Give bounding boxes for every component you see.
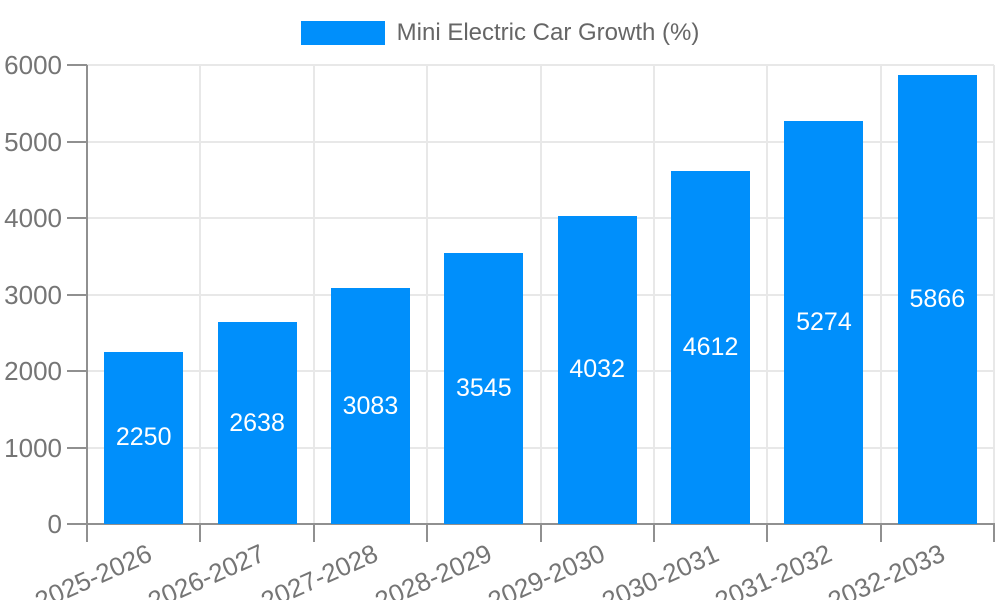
- bar[interactable]: 2250: [104, 351, 184, 524]
- legend-label: Mini Electric Car Growth (%): [396, 19, 700, 46]
- y-axis-tick-label: 6000: [4, 50, 62, 80]
- bar-value-label: 2638: [229, 408, 285, 437]
- v-gridline: [993, 65, 995, 524]
- y-tick-mark: [67, 217, 87, 219]
- legend-swatch: [300, 21, 385, 45]
- y-axis-line: [86, 65, 88, 524]
- bar[interactable]: 3083: [330, 288, 410, 524]
- bar-value-label: 5866: [909, 285, 966, 314]
- bar-value-label: 4032: [569, 355, 625, 384]
- x-tick-mark: [86, 524, 88, 542]
- bar-value-label: 5274: [796, 307, 852, 336]
- x-axis-tick-label: 2025-2026: [30, 538, 156, 600]
- x-tick-mark: [426, 524, 429, 542]
- y-axis-tick-label: 1000: [4, 432, 62, 463]
- y-tick-mark: [67, 64, 87, 66]
- y-axis-tick-label: 0: [47, 509, 62, 539]
- y-axis-tick-label: 4000: [4, 203, 62, 233]
- x-tick-mark: [652, 524, 655, 542]
- bar-value-label: 2250: [115, 423, 172, 452]
- bar-value-label: 3545: [456, 373, 512, 402]
- x-tick-mark: [312, 524, 315, 542]
- y-tick-mark: [67, 370, 87, 372]
- y-tick-mark: [67, 446, 87, 449]
- x-tick-mark: [766, 524, 769, 542]
- y-tick-mark: [67, 293, 87, 296]
- y-tick-mark: [67, 140, 87, 143]
- bar[interactable]: 5274: [784, 120, 864, 524]
- x-tick-mark: [199, 524, 202, 542]
- bar[interactable]: 5866: [897, 75, 977, 524]
- bar[interactable]: 4032: [557, 215, 637, 524]
- x-tick-mark: [879, 524, 882, 542]
- x-tick-mark: [539, 524, 542, 542]
- bar-value-label: 4612: [682, 333, 739, 362]
- y-tick-mark: [67, 523, 87, 525]
- v-gridline: [539, 65, 542, 524]
- bar[interactable]: 4612: [671, 171, 751, 524]
- v-gridline: [312, 65, 315, 524]
- chart-legend[interactable]: Mini Electric Car Growth (%): [0, 21, 1000, 45]
- bar[interactable]: 2638: [217, 322, 297, 524]
- v-gridline: [426, 65, 429, 524]
- bar[interactable]: 3545: [444, 252, 524, 524]
- y-axis-tick-label: 3000: [4, 279, 62, 310]
- y-axis-tick-label: 5000: [4, 126, 62, 157]
- v-gridline: [766, 65, 769, 524]
- v-gridline: [199, 65, 202, 524]
- x-axis-line: [86, 523, 995, 525]
- v-gridline: [879, 65, 882, 524]
- y-axis-tick-label: 2000: [4, 356, 62, 386]
- v-gridline: [652, 65, 655, 524]
- bar-value-label: 3083: [342, 391, 399, 420]
- x-tick-mark: [993, 524, 995, 542]
